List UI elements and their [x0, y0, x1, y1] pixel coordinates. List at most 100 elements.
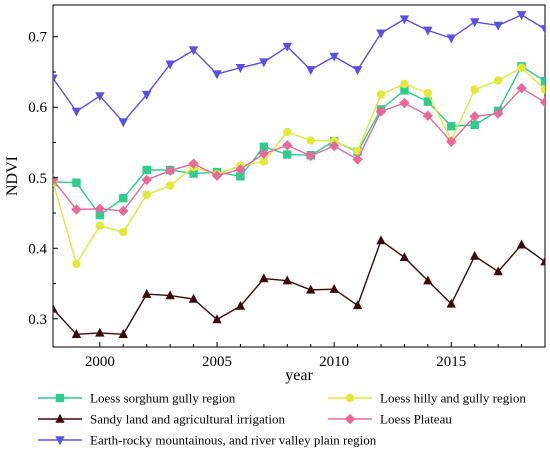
series-line [53, 66, 545, 266]
data-point [375, 106, 387, 117]
x-axis-title: year [285, 367, 313, 384]
data-point [470, 120, 479, 130]
data-point [71, 204, 82, 215]
data-point [493, 21, 503, 31]
y-tick-label: 0.6 [28, 100, 47, 116]
data-point [53, 74, 58, 84]
data-point [72, 178, 81, 187]
data-point [399, 15, 410, 25]
x-tick-label: 2000 [85, 354, 115, 370]
data-point [188, 293, 199, 303]
x-tick-label: 2005 [202, 354, 232, 370]
data-point [540, 25, 545, 35]
y-tick-label: 0.5 [28, 171, 47, 187]
data-point [446, 34, 456, 44]
data-point [164, 165, 176, 176]
data-point [189, 169, 198, 178]
data-point [352, 154, 363, 165]
data-point [329, 283, 339, 293]
legend-label: Loess Plateau [380, 412, 452, 427]
y-tick-label: 0.4 [28, 241, 47, 257]
data-point [119, 194, 128, 203]
data-point [259, 58, 269, 68]
legend-marker [344, 413, 356, 425]
data-point [400, 79, 409, 89]
data-point [165, 60, 175, 70]
data-point [306, 284, 316, 294]
data-point [516, 83, 527, 94]
data-point [259, 142, 269, 151]
data-point [352, 66, 363, 76]
data-point [118, 205, 129, 217]
data-point [539, 97, 545, 108]
legend-label: Loess sorghum gully region [90, 391, 236, 406]
legend-marker [55, 393, 65, 403]
data-point [282, 42, 292, 52]
legend-label: Loess hilly and gully region [380, 391, 526, 406]
data-point [423, 26, 433, 36]
data-point [493, 76, 503, 85]
data-point [53, 303, 58, 313]
axis-layer: 2000 2005 2010 2015 0.3 0.4 0.5 0.6 0.7 [28, 30, 546, 370]
data-point [540, 256, 545, 266]
data-point [259, 273, 269, 283]
data-point [352, 300, 363, 310]
data-point [283, 150, 292, 159]
data-point [376, 235, 386, 245]
data-point [95, 327, 105, 337]
data-point [400, 86, 409, 95]
data-point [446, 298, 456, 308]
data-point [259, 157, 269, 166]
series-line [53, 14, 545, 124]
data-point [516, 239, 527, 249]
data-point [423, 88, 433, 98]
data-point [282, 275, 292, 285]
y-tick-label: 0.7 [28, 30, 47, 46]
legend-item: Loess sorghum gully region [38, 391, 236, 406]
data-point [376, 90, 386, 99]
data-point [470, 85, 479, 94]
data-point [399, 97, 410, 109]
legend-item: Earth-rocky mountainous, and river valle… [38, 433, 377, 448]
x-tick-label: 2015 [436, 354, 466, 370]
y-axis-title: NDVI [4, 156, 21, 196]
data-point [119, 227, 128, 237]
data-point [235, 300, 246, 310]
y-tick-label: 0.3 [28, 312, 47, 328]
data-point [71, 107, 82, 117]
legend: Loess sorghum gully region Loess hilly an… [38, 391, 526, 448]
legend-marker [345, 393, 355, 403]
data-point [211, 170, 223, 181]
data-point [306, 136, 315, 145]
series-line [53, 239, 545, 336]
data-point [540, 76, 545, 86]
data-point [376, 29, 386, 39]
legend-label: Earth-rocky mountainous, and river valle… [90, 433, 377, 448]
data-point [328, 140, 340, 152]
data-point [118, 118, 128, 128]
data-point [492, 108, 504, 119]
data-point [423, 275, 433, 285]
series-3 [53, 235, 545, 339]
data-point [329, 52, 339, 62]
legend-label: Sandy land and agricultural irrigation [90, 412, 285, 427]
data-point [142, 288, 152, 298]
data-point [446, 136, 457, 147]
data-point [283, 127, 292, 137]
data-point [470, 18, 480, 28]
data-point [470, 250, 480, 260]
data-point [95, 92, 105, 102]
data-point [142, 190, 151, 199]
data-point [142, 165, 151, 175]
series-line [53, 65, 545, 217]
data-point [235, 164, 246, 175]
data-point [71, 329, 82, 339]
data-point [306, 66, 316, 76]
series-4 [53, 83, 545, 217]
data-point [95, 221, 105, 230]
data-point [212, 314, 222, 324]
legend-item: Loess hilly and gully region [328, 391, 526, 406]
data-point [516, 11, 527, 21]
data-point [540, 85, 545, 94]
